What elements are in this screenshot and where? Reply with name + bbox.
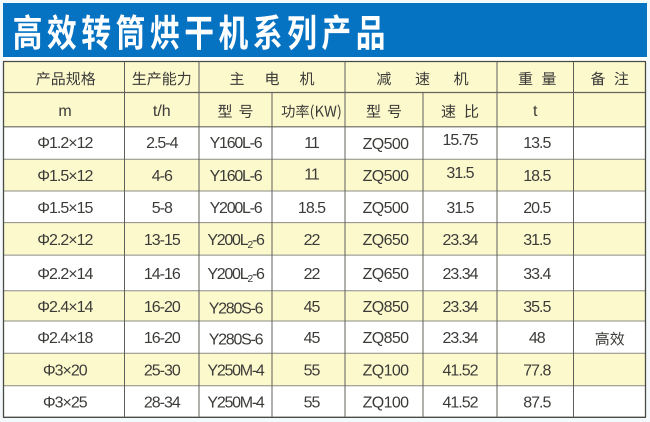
svg-text:11: 11: [304, 167, 320, 184]
svg-text:77.8: 77.8: [523, 363, 551, 380]
svg-text:13.5: 13.5: [523, 135, 551, 152]
svg-text:ZQ500: ZQ500: [363, 136, 409, 153]
svg-text:ZQ500: ZQ500: [363, 168, 409, 185]
svg-text:ZQ650: ZQ650: [363, 266, 409, 283]
svg-text:Φ2.2×14: Φ2.2×14: [37, 266, 93, 283]
svg-text:Y200L-6: Y200L-6: [210, 200, 263, 217]
svg-text:15.75: 15.75: [442, 132, 478, 149]
svg-text:23.34: 23.34: [442, 232, 478, 249]
svg-text:16-20: 16-20: [144, 299, 181, 316]
svg-text:ZQ100: ZQ100: [363, 363, 409, 380]
svg-text:Φ1.5×15: Φ1.5×15: [37, 200, 93, 217]
svg-text:t: t: [533, 103, 538, 120]
svg-text:31.5: 31.5: [446, 200, 474, 217]
svg-text:14-16: 14-16: [144, 266, 181, 283]
svg-text:Y280S-6: Y280S-6: [209, 332, 264, 349]
svg-text:Y280S-6: Y280S-6: [209, 300, 264, 317]
svg-text:Y160L-6: Y160L-6: [210, 135, 263, 152]
svg-text:Y250M-4: Y250M-4: [207, 395, 265, 412]
svg-text:45: 45: [304, 330, 321, 347]
svg-text:20.5: 20.5: [523, 200, 551, 217]
svg-text:ZQ100: ZQ100: [363, 395, 409, 412]
svg-text:Y250M-4: Y250M-4: [207, 363, 265, 380]
svg-text:Φ3×25: Φ3×25: [43, 395, 88, 412]
svg-text:Φ1.5×12: Φ1.5×12: [37, 168, 93, 185]
svg-text:18.5: 18.5: [523, 168, 551, 185]
svg-text:33.4: 33.4: [523, 266, 551, 283]
svg-text:55: 55: [304, 395, 321, 412]
svg-text:ZQ500: ZQ500: [363, 200, 409, 217]
svg-text:Φ2.4×14: Φ2.4×14: [37, 299, 93, 316]
svg-text:t/h: t/h: [153, 103, 171, 120]
svg-text:22: 22: [304, 266, 321, 283]
svg-text:Φ2.2×12: Φ2.2×12: [37, 232, 93, 249]
svg-text:31.5: 31.5: [523, 232, 551, 249]
svg-text:5-8: 5-8: [152, 200, 173, 217]
svg-text:Φ1.2×12: Φ1.2×12: [37, 135, 93, 152]
svg-text:16-20: 16-20: [144, 330, 181, 347]
svg-text:41.52: 41.52: [442, 363, 478, 380]
svg-text:41.52: 41.52: [442, 395, 478, 412]
svg-text:28-34: 28-34: [144, 395, 181, 412]
svg-text:87.5: 87.5: [523, 395, 551, 412]
svg-text:Φ3×20: Φ3×20: [43, 363, 88, 380]
svg-text:ZQ850: ZQ850: [363, 299, 409, 316]
svg-text:45: 45: [304, 299, 321, 316]
svg-text:2.5-4: 2.5-4: [146, 135, 179, 152]
svg-text:Φ2.4×18: Φ2.4×18: [37, 330, 93, 347]
svg-text:11: 11: [304, 135, 320, 152]
svg-text:Y200L2-6: Y200L2-6: [207, 232, 265, 251]
svg-text:18.5: 18.5: [298, 200, 326, 217]
svg-text:ZQ650: ZQ650: [363, 232, 409, 249]
svg-text:Y160L-6: Y160L-6: [210, 168, 263, 185]
svg-text:23.34: 23.34: [442, 330, 478, 347]
svg-text:23.34: 23.34: [442, 299, 478, 316]
svg-text:25-30: 25-30: [144, 363, 181, 380]
svg-text:23.34: 23.34: [442, 266, 478, 283]
svg-text:13-15: 13-15: [144, 232, 181, 249]
svg-text:ZQ850: ZQ850: [363, 330, 409, 347]
svg-text:m: m: [58, 103, 71, 120]
svg-text:Y200L2-6: Y200L2-6: [207, 266, 265, 285]
svg-text:31.5: 31.5: [446, 165, 474, 182]
svg-text:48: 48: [529, 330, 546, 347]
svg-text:35.5: 35.5: [523, 299, 551, 316]
svg-text:4-6: 4-6: [152, 168, 173, 185]
svg-text:55: 55: [304, 363, 321, 380]
svg-text:22: 22: [304, 232, 321, 249]
